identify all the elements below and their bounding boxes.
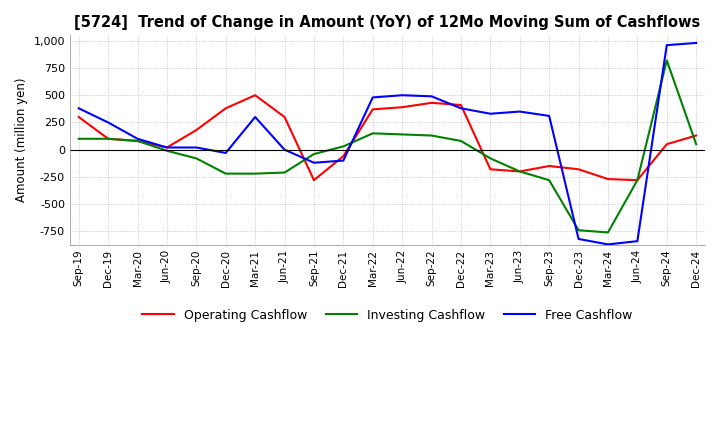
- Free Cashflow: [339, 158, 348, 163]
- Free Cashflow: [104, 120, 112, 125]
- Investing Cashflow: [427, 133, 436, 138]
- Free Cashflow: [456, 106, 465, 111]
- Operating Cashflow: [575, 167, 583, 172]
- Investing Cashflow: [251, 171, 259, 176]
- Operating Cashflow: [486, 167, 495, 172]
- Free Cashflow: [163, 145, 171, 150]
- Operating Cashflow: [133, 138, 142, 143]
- Free Cashflow: [427, 94, 436, 99]
- Operating Cashflow: [222, 106, 230, 111]
- Operating Cashflow: [692, 133, 701, 138]
- Investing Cashflow: [163, 148, 171, 154]
- Operating Cashflow: [74, 114, 83, 120]
- Investing Cashflow: [369, 131, 377, 136]
- Investing Cashflow: [545, 177, 554, 183]
- Free Cashflow: [133, 136, 142, 141]
- Legend: Operating Cashflow, Investing Cashflow, Free Cashflow: Operating Cashflow, Investing Cashflow, …: [138, 304, 637, 327]
- Line: Free Cashflow: Free Cashflow: [78, 43, 696, 244]
- Operating Cashflow: [545, 163, 554, 169]
- Free Cashflow: [516, 109, 524, 114]
- Operating Cashflow: [662, 142, 671, 147]
- Operating Cashflow: [516, 169, 524, 174]
- Free Cashflow: [222, 150, 230, 156]
- Free Cashflow: [369, 95, 377, 100]
- Operating Cashflow: [603, 176, 612, 182]
- Operating Cashflow: [192, 128, 201, 133]
- Investing Cashflow: [222, 171, 230, 176]
- Investing Cashflow: [339, 144, 348, 149]
- Investing Cashflow: [603, 230, 612, 235]
- Investing Cashflow: [692, 142, 701, 147]
- Free Cashflow: [662, 43, 671, 48]
- Operating Cashflow: [398, 105, 407, 110]
- Operating Cashflow: [633, 177, 642, 183]
- Operating Cashflow: [339, 154, 348, 159]
- Line: Operating Cashflow: Operating Cashflow: [78, 95, 696, 180]
- Operating Cashflow: [104, 136, 112, 141]
- Y-axis label: Amount (million yen): Amount (million yen): [15, 78, 28, 202]
- Operating Cashflow: [280, 114, 289, 120]
- Investing Cashflow: [104, 136, 112, 141]
- Investing Cashflow: [310, 151, 318, 157]
- Investing Cashflow: [456, 138, 465, 143]
- Investing Cashflow: [280, 170, 289, 175]
- Free Cashflow: [398, 92, 407, 98]
- Free Cashflow: [74, 106, 83, 111]
- Line: Investing Cashflow: Investing Cashflow: [78, 60, 696, 232]
- Investing Cashflow: [74, 136, 83, 141]
- Free Cashflow: [486, 111, 495, 116]
- Free Cashflow: [192, 145, 201, 150]
- Operating Cashflow: [251, 92, 259, 98]
- Operating Cashflow: [163, 145, 171, 150]
- Operating Cashflow: [456, 103, 465, 108]
- Title: [5724]  Trend of Change in Amount (YoY) of 12Mo Moving Sum of Cashflows: [5724] Trend of Change in Amount (YoY) o…: [74, 15, 701, 30]
- Investing Cashflow: [192, 156, 201, 161]
- Free Cashflow: [545, 113, 554, 118]
- Free Cashflow: [603, 242, 612, 247]
- Operating Cashflow: [369, 107, 377, 112]
- Investing Cashflow: [633, 177, 642, 183]
- Operating Cashflow: [310, 177, 318, 183]
- Investing Cashflow: [133, 138, 142, 143]
- Investing Cashflow: [662, 58, 671, 63]
- Operating Cashflow: [427, 100, 436, 106]
- Free Cashflow: [310, 160, 318, 165]
- Free Cashflow: [692, 40, 701, 46]
- Investing Cashflow: [575, 227, 583, 233]
- Investing Cashflow: [486, 156, 495, 161]
- Free Cashflow: [575, 236, 583, 242]
- Free Cashflow: [280, 147, 289, 152]
- Free Cashflow: [251, 114, 259, 120]
- Free Cashflow: [633, 238, 642, 244]
- Investing Cashflow: [516, 169, 524, 174]
- Investing Cashflow: [398, 132, 407, 137]
